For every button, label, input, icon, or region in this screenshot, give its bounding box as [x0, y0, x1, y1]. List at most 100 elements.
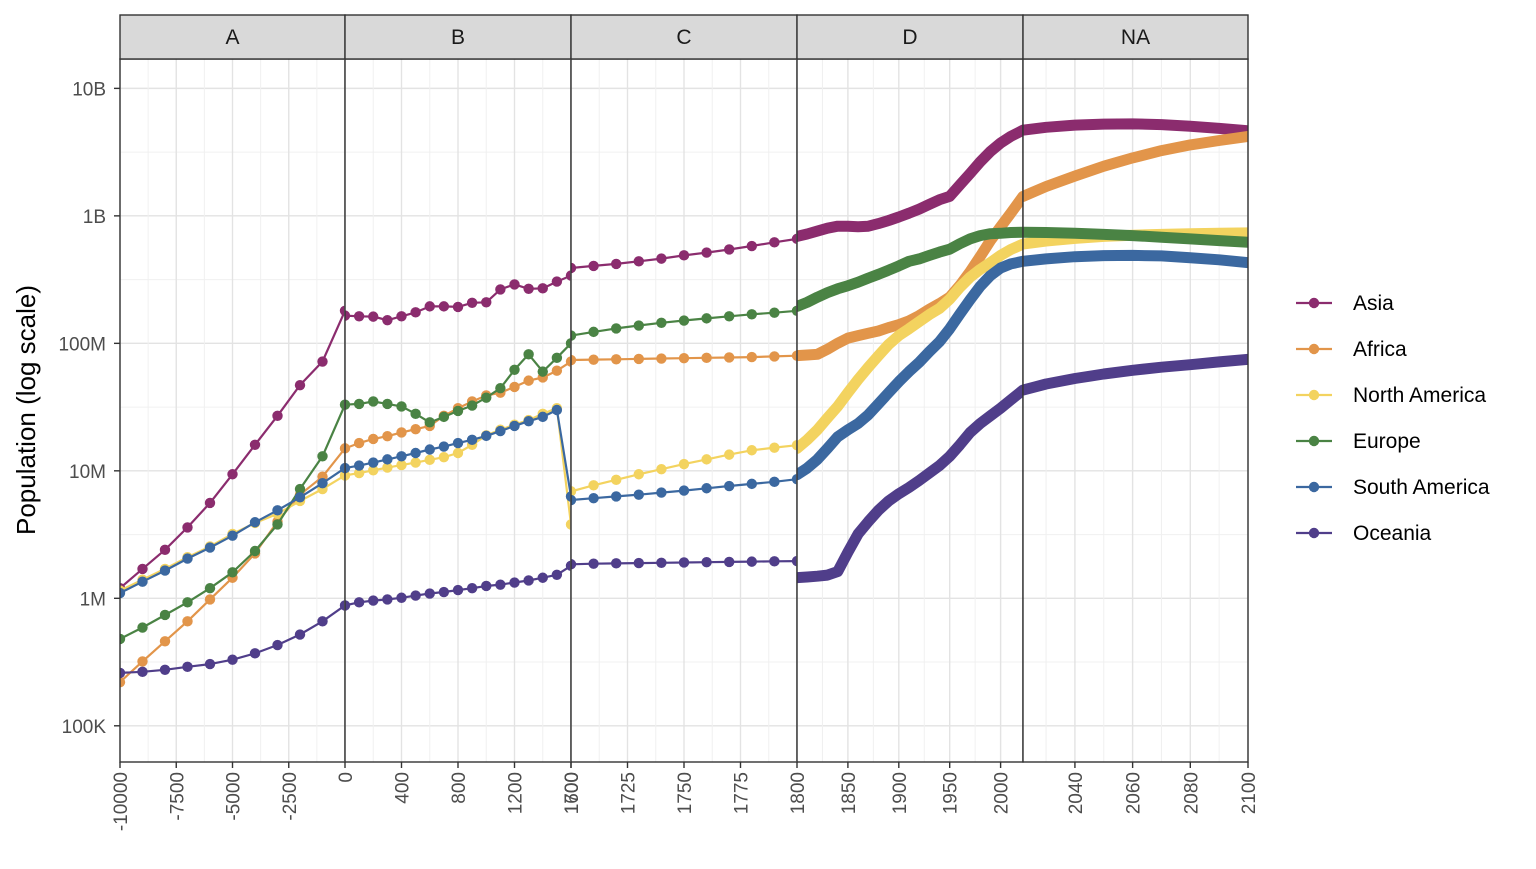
data-point-south-america — [466, 434, 478, 446]
data-point-asia — [137, 563, 148, 575]
data-point-africa — [120, 676, 126, 688]
data-point-south-america — [701, 483, 712, 494]
data-point-africa — [678, 352, 690, 364]
x-tick-label: 1775 — [732, 772, 753, 814]
data-point-asia — [249, 439, 261, 451]
series-line-south-america — [1023, 249, 1248, 269]
x-tick-label: -10000 — [111, 772, 132, 831]
data-point-south-america — [272, 505, 283, 516]
facet-strip — [796, 14, 1024, 60]
data-point-asia — [656, 253, 667, 264]
data-point-north-america — [571, 486, 577, 497]
data-point-oceania — [509, 577, 520, 588]
data-point-europe — [701, 313, 712, 324]
panel-series — [120, 305, 345, 688]
facet-strip-label: A — [225, 26, 239, 49]
data-point-africa — [633, 353, 644, 365]
data-point-north-america — [633, 469, 644, 480]
data-point-oceania — [466, 583, 478, 594]
facet-panel-d: D 1800 1850 1900 1950 2000 — [788, 14, 1024, 814]
data-point-europe — [588, 326, 599, 338]
data-point-oceania — [382, 594, 393, 605]
data-point-europe — [382, 398, 393, 410]
y-tick-label: 10B — [72, 79, 106, 100]
data-point-north-america — [353, 467, 365, 479]
data-point-south-america — [571, 494, 577, 506]
data-point-europe — [571, 330, 577, 341]
data-point-africa — [204, 594, 216, 605]
data-point-oceania — [204, 658, 216, 670]
data-point-oceania — [249, 648, 261, 659]
data-point-south-america — [120, 587, 126, 599]
data-point-africa — [551, 365, 563, 376]
x-tick-label: 1200 — [506, 772, 527, 814]
data-point-south-america — [410, 447, 421, 459]
x-tick-label: 1750 — [675, 772, 696, 814]
data-point-south-america — [294, 492, 306, 503]
x-tick-label: 0 — [336, 772, 357, 783]
data-point-south-america — [523, 416, 534, 427]
legend-key-point — [1308, 389, 1320, 401]
data-point-oceania — [588, 558, 599, 569]
data-point-oceania — [227, 654, 238, 665]
data-point-oceania — [611, 558, 622, 569]
data-point-north-america — [724, 449, 735, 460]
data-point-south-america — [353, 460, 365, 471]
panel-series — [571, 233, 797, 570]
legend-item-africa: Africa — [1296, 338, 1407, 361]
data-point-asia — [523, 283, 534, 294]
legend-label: Europe — [1353, 430, 1421, 453]
x-tick-label: 2040 — [1066, 772, 1087, 814]
x-axis-b: 0 400 800 1200 1600 — [336, 762, 583, 814]
data-point-north-america — [611, 474, 622, 486]
data-point-asia — [551, 276, 563, 287]
data-point-asia — [466, 297, 478, 308]
data-point-north-america — [396, 459, 407, 471]
facet-panel-a: A -10000 -7500 -5000 -2500 — [111, 14, 346, 831]
data-point-north-america — [678, 458, 690, 470]
y-tick-label: 1M — [80, 589, 106, 610]
data-point-north-america — [656, 463, 667, 475]
series-line-north-america — [797, 238, 1023, 454]
legend-label: South America — [1353, 476, 1490, 499]
data-point-oceania — [353, 597, 365, 608]
data-point-south-america — [633, 489, 644, 500]
data-point-africa — [769, 351, 780, 362]
panel-series — [345, 270, 571, 611]
data-point-north-america — [452, 447, 464, 459]
data-point-europe — [678, 315, 690, 326]
data-point-asia — [345, 310, 351, 321]
data-point-south-america — [368, 457, 379, 468]
data-point-asia — [382, 314, 393, 326]
legend-label: North America — [1353, 384, 1486, 407]
data-point-south-america — [424, 444, 435, 455]
x-axis-c: 1700 1725 1750 1775 — [562, 762, 753, 814]
x-tick-label: -2500 — [280, 772, 301, 821]
data-point-north-america — [424, 454, 435, 466]
data-point-north-america — [769, 442, 780, 453]
x-axis-na: 2040 2060 2080 2100 — [1066, 762, 1260, 814]
series-line-oceania — [797, 384, 1023, 584]
data-point-south-america — [769, 476, 780, 488]
data-point-asia — [724, 244, 735, 255]
data-point-africa — [656, 353, 667, 364]
data-point-south-america — [396, 451, 407, 462]
data-point-europe — [424, 417, 435, 428]
data-point-oceania — [272, 639, 283, 651]
data-point-oceania — [551, 569, 563, 580]
legend-label: Asia — [1353, 292, 1394, 315]
data-point-africa — [410, 424, 421, 435]
data-point-asia — [396, 311, 407, 322]
facet-panels: A -10000 -7500 -5000 -2500 B 0 400 800 1200 1600 C 1… — [111, 14, 1260, 831]
data-point-europe — [339, 399, 345, 410]
data-point-asia — [159, 544, 171, 556]
data-point-north-america — [791, 439, 797, 451]
data-point-asia — [424, 301, 435, 312]
data-point-africa — [368, 433, 379, 445]
data-point-north-america — [588, 480, 599, 491]
legend-item-europe: Europe — [1296, 430, 1421, 453]
data-point-asia — [182, 522, 193, 533]
data-point-south-america — [317, 477, 328, 489]
data-point-europe — [724, 311, 735, 322]
data-point-south-america — [249, 517, 261, 528]
